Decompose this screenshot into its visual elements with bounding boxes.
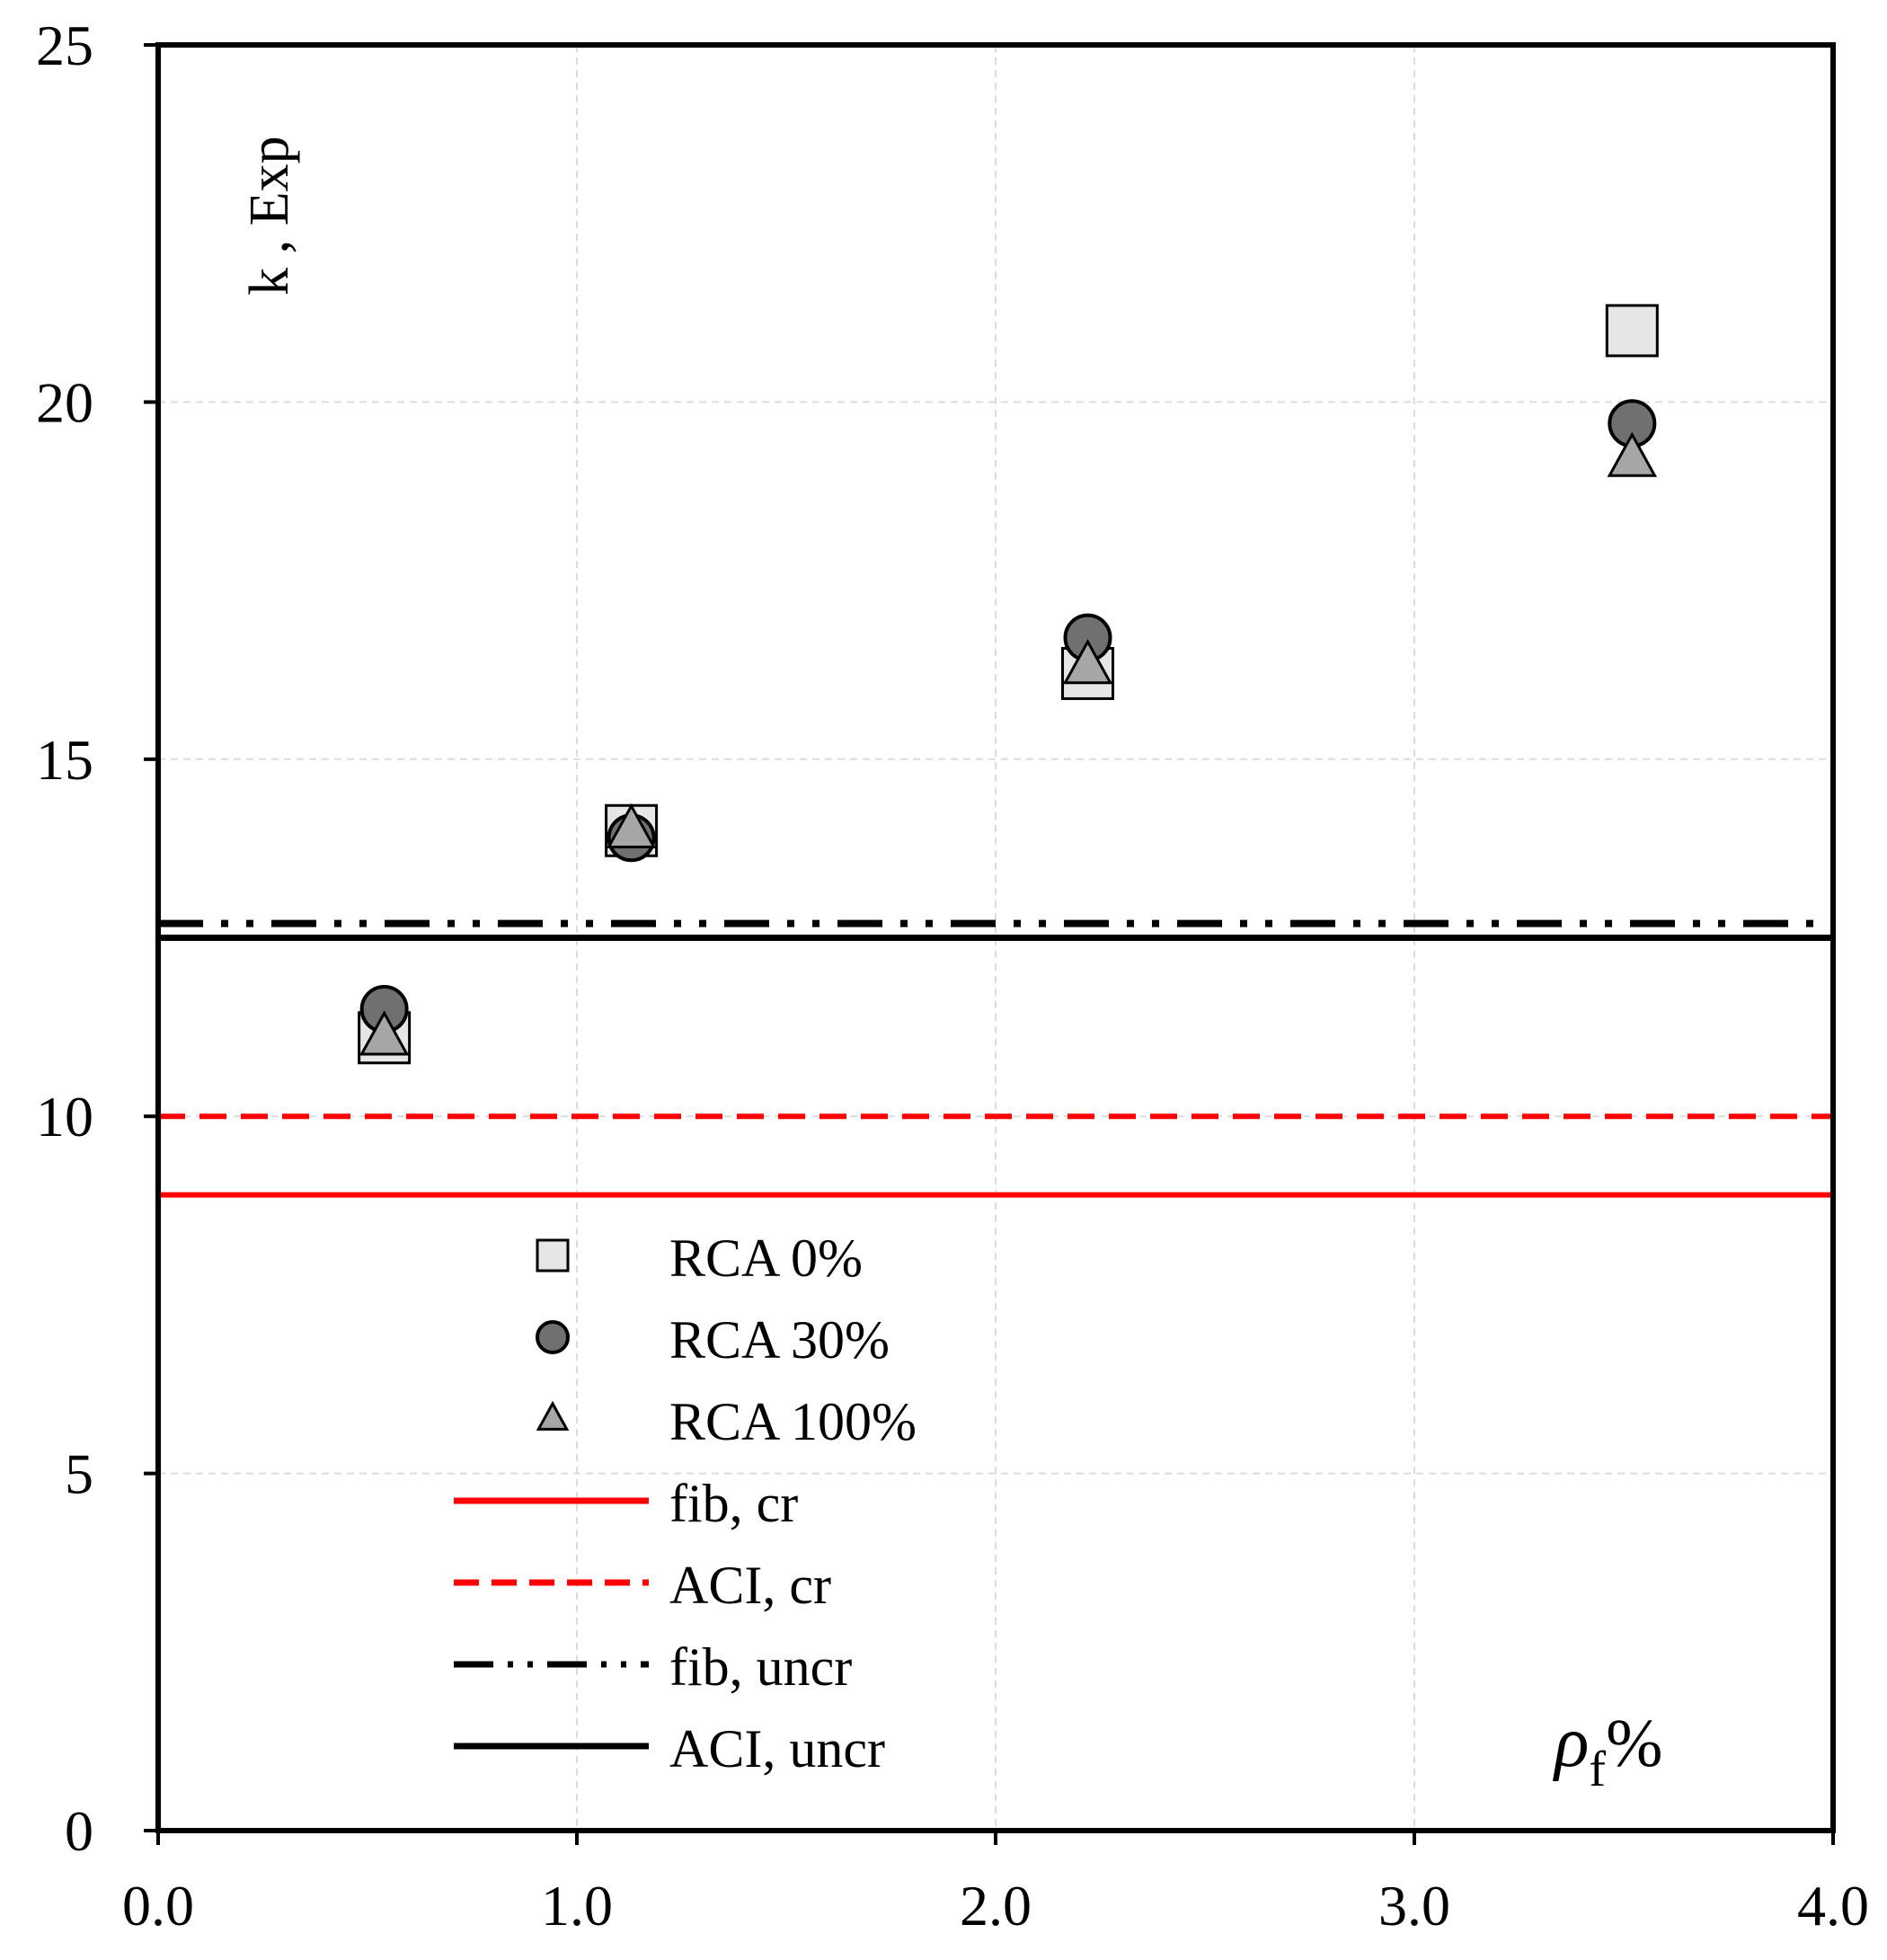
legend-label: ACI, uncr: [669, 1719, 885, 1778]
legend-label: ACI, cr: [669, 1556, 831, 1615]
data-points: [358, 304, 1659, 1065]
legend-label: RCA 100%: [669, 1392, 917, 1451]
legend-label: RCA 30%: [669, 1310, 890, 1370]
legend-label: RCA 0%: [669, 1228, 863, 1288]
y-tick-label: 10: [36, 1085, 93, 1149]
data-point-triangle: [1062, 639, 1113, 685]
y-tick-label: 15: [36, 728, 93, 792]
x-tick-label: 1.0: [541, 1874, 613, 1938]
legend: RCA 0% RCA 30% RCA 100% fib, cr ACI, cr fib, …: [454, 1228, 917, 1778]
y-tick-label: 25: [36, 13, 93, 77]
data-point-triangle: [606, 803, 657, 849]
legend-label: fib, cr: [669, 1474, 798, 1533]
legend-swatch-circle: [536, 1320, 570, 1354]
legend-swatch-triangle: [536, 1400, 570, 1431]
x-tick-label: 3.0: [1378, 1874, 1450, 1938]
y-tick-label: 5: [65, 1442, 93, 1506]
data-point-square: [1605, 304, 1659, 358]
reference-lines: [158, 919, 1833, 1198]
x-axis-label-subscript: f: [1589, 1742, 1606, 1797]
x-tick-label: 0.0: [122, 1874, 194, 1938]
x-tick-label: 4.0: [1797, 1874, 1869, 1938]
axis-ticks: 0.0 1.0 2.0 3.0 4.0 0 5 10 15 20 25: [36, 13, 1869, 1938]
x-axis-label: ρf%: [1552, 1703, 1662, 1797]
y-axis-label: k , Exp: [239, 136, 300, 295]
x-axis-label-symbol: ρ: [1552, 1703, 1589, 1782]
legend-label: fib, uncr: [669, 1637, 852, 1697]
legend-swatch-square: [536, 1238, 570, 1273]
data-point-triangle: [1607, 431, 1658, 477]
x-axis-label-suffix: %: [1606, 1706, 1662, 1781]
x-tick-label: 2.0: [960, 1874, 1032, 1938]
data-point-triangle: [359, 1010, 410, 1056]
y-tick-label: 20: [36, 370, 93, 434]
y-tick-label: 0: [65, 1799, 93, 1863]
